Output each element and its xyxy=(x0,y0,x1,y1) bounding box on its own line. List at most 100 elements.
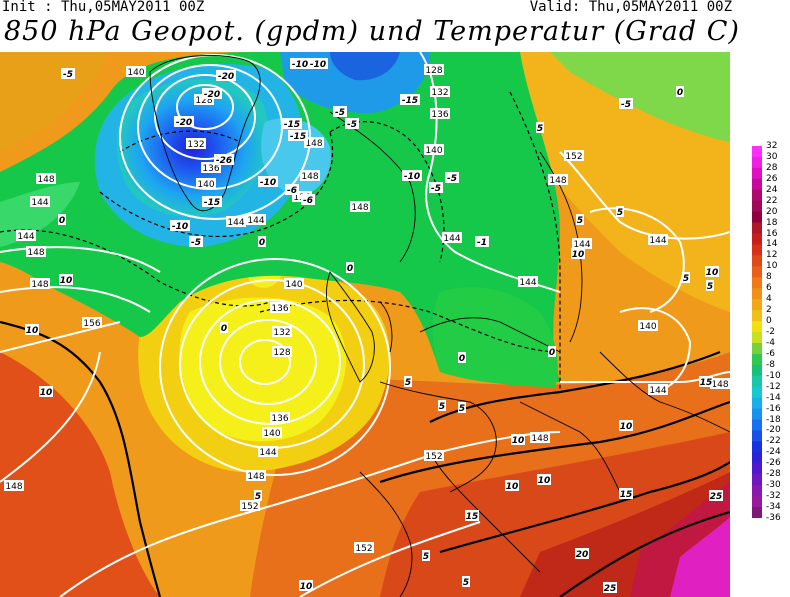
legend-color-swatch xyxy=(752,189,762,202)
temperature-label: 5 xyxy=(255,492,261,502)
legend-color-swatch xyxy=(752,211,762,224)
temperature-label-bg xyxy=(465,510,479,521)
legend-color-swatch xyxy=(752,332,762,344)
geopotential-label-bg xyxy=(226,216,246,227)
legend-color-swatch xyxy=(752,146,762,158)
legend-tick-label: 16 xyxy=(766,228,778,239)
legend-tick-label: 10 xyxy=(766,261,778,272)
temperature-label: 5 xyxy=(459,404,465,414)
temperature-label-bg xyxy=(429,182,443,193)
legend-tick-label: 18 xyxy=(766,217,778,228)
temperature-label-bg xyxy=(548,346,556,357)
temperature-label-bg xyxy=(445,172,459,183)
temperature-label-bg xyxy=(345,118,359,129)
legend-color-swatch xyxy=(752,496,762,508)
temperature-label: 5 xyxy=(683,274,689,284)
temperature-labels: -20-20-20-26-15-10-6-6-10-5-10 -10-15-15-… xyxy=(25,58,723,594)
temperature-legend: 32 30 28 26 24 22 20 18 16 14 12 10 8 6 4 2 0 -2 -4 -6 -8 -10… xyxy=(752,142,790,523)
init-time-label: Init : Thu,05MAY2011 00Z xyxy=(2,0,205,15)
geopotential-label: 156 xyxy=(83,319,100,329)
geopotential-label-bg xyxy=(246,214,266,225)
legend-color-swatch xyxy=(752,178,762,191)
legend-tick-label: -10 xyxy=(766,370,781,381)
temperature-label: 10 xyxy=(620,422,633,432)
temperature-label: 10 xyxy=(506,482,519,492)
temperature-label: -5 xyxy=(431,184,441,194)
temperature-label-bg xyxy=(676,86,684,97)
temperature-label-bg xyxy=(619,98,633,109)
temperature-label-bg xyxy=(39,386,53,397)
legend-color-swatch xyxy=(752,485,762,497)
temperature-label: 0 xyxy=(549,348,555,358)
legend-tick-label: -32 xyxy=(766,491,781,502)
temperature-label: -5 xyxy=(347,120,357,130)
geopotential-label-bg xyxy=(424,144,444,155)
temperature-label: 10 xyxy=(572,250,585,260)
temperature-label: 15 xyxy=(466,512,479,522)
temperature-label-bg xyxy=(216,70,236,81)
temperature-label: 15 xyxy=(620,490,633,500)
legend-tick-label: 12 xyxy=(766,250,778,261)
temperature-label-bg xyxy=(603,582,617,593)
legend-color-swatch xyxy=(752,200,762,213)
geopotential-label-bg xyxy=(201,162,221,173)
temperature-label: 5 xyxy=(423,552,429,562)
geopotential-label-bg xyxy=(350,201,370,212)
temperature-label-bg xyxy=(462,576,470,587)
temperature-label: 25 xyxy=(710,492,723,502)
geopotential-label-bg xyxy=(272,326,292,337)
temperature-label: -20 xyxy=(204,90,220,100)
geopotential-label-bg xyxy=(300,170,320,181)
geopotential-label: 148 xyxy=(305,139,322,149)
legend-color-swatch xyxy=(752,463,762,475)
temperature-label: -5 xyxy=(63,70,73,80)
temperature-label: 0 xyxy=(459,354,465,364)
temperature-label-bg xyxy=(220,322,228,333)
legend-color-swatch xyxy=(752,321,762,333)
geopotential-label-bg xyxy=(270,302,290,313)
isotherms xyxy=(0,91,561,392)
temperature-label: -20 xyxy=(176,118,192,128)
temperature-label-bg xyxy=(619,488,633,499)
geopotential-label: 144 xyxy=(443,234,460,244)
legend-tick-label: -20 xyxy=(766,425,781,436)
geopotential-label-bg xyxy=(638,320,658,331)
geopotential-label-bg xyxy=(304,137,324,148)
legend-tick-label: 8 xyxy=(766,272,772,283)
legend-tick-label: -36 xyxy=(766,513,781,523)
geopotential-label: 148 xyxy=(531,434,548,444)
geopotential-label: 140 xyxy=(197,180,214,190)
legend-tick-label: 24 xyxy=(766,184,778,195)
temperature-label: 5 xyxy=(463,578,469,588)
valid-time-label: Valid: Thu,05MAY2011 00Z xyxy=(529,0,732,15)
temperature-label-bg xyxy=(536,122,544,133)
legend-tick-label: -6 xyxy=(766,348,775,359)
temperature-label: -10 xyxy=(292,60,308,70)
legend-color-swatch xyxy=(752,310,762,322)
geopotential-label-bg xyxy=(246,470,266,481)
temperature-label-bg xyxy=(301,194,315,205)
legend-color-swatch xyxy=(752,419,762,431)
temperature-label-bg xyxy=(202,196,222,207)
legend-tick-label: -2 xyxy=(766,327,775,337)
legend-color-swatch xyxy=(752,288,762,300)
geopotential-label: 148 xyxy=(549,176,566,186)
temp-zone-30c xyxy=(670,517,730,597)
geopotential-label: 136 xyxy=(271,304,288,314)
geopotential-label-bg xyxy=(272,346,292,357)
geopotential-label-bg xyxy=(430,86,450,97)
legend-tick-label: 28 xyxy=(766,162,778,173)
geopotential-label-bg xyxy=(530,432,550,443)
temperature-label-bg xyxy=(254,490,262,501)
geopotential-label-bg xyxy=(186,138,206,149)
geopotential-label-bg xyxy=(16,230,36,241)
legend-color-swatch xyxy=(752,342,762,355)
geopotential-label: 140 xyxy=(263,429,280,439)
temperature-label-bg xyxy=(58,214,66,225)
temperature-label: -10 xyxy=(172,222,188,232)
temperature-label: 5 xyxy=(439,402,445,412)
legend-color-swatch xyxy=(752,156,762,169)
geopotential-label-bg xyxy=(194,94,214,105)
legend-color-swatch xyxy=(752,408,762,421)
temperature-label-bg xyxy=(288,130,308,141)
